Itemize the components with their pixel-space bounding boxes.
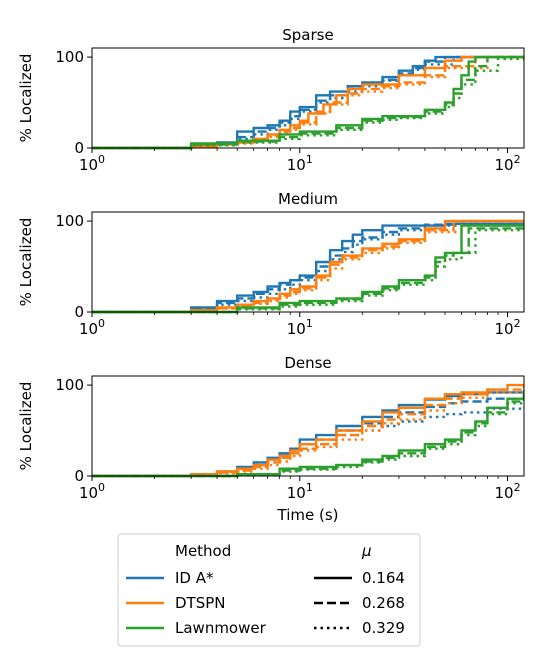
series-line-dtspn-solid (92, 219, 524, 314)
x-tick-label: 102 (495, 153, 521, 174)
y-tick-label: 100 (55, 48, 84, 66)
series-line-dtspn-dotted (92, 55, 524, 150)
axes-frame (91, 375, 525, 477)
x-tick-label: 100 (79, 153, 105, 174)
y-tick-label: 0 (74, 139, 84, 157)
panel-title: Dense (284, 354, 331, 372)
panel-title: Medium (278, 190, 338, 208)
series-line-lawnmower-dotted (92, 396, 524, 478)
legend-label-mu-0164: 0.164 (362, 569, 405, 587)
legend-frame (117, 533, 421, 647)
legend-label-mu-0268: 0.268 (362, 594, 405, 612)
series-line-dtspn-dashed (92, 385, 524, 478)
x-tick-label: 101 (287, 153, 313, 174)
series-group-dense (92, 383, 524, 478)
x-tick-label: 100 (79, 481, 105, 502)
legend-label-dtspn: DTSPN (175, 594, 226, 612)
series-group-sparse (92, 55, 524, 150)
series-line-dtspn-dashed (92, 219, 524, 314)
x-axis-label: Time (s) (277, 506, 339, 524)
x-tick-label: 100 (79, 317, 105, 338)
y-axis-label: % Localized (17, 382, 35, 471)
series-line-lawnmower-solid (92, 389, 524, 478)
x-tick-label: 101 (287, 317, 313, 338)
series-line-ida-dotted (92, 406, 524, 478)
series-line-dtspn-dotted (92, 386, 524, 478)
series-line-ida-dashed (92, 397, 524, 478)
series-line-lawnmower-solid (92, 224, 524, 314)
legend-label-mu-0329: 0.329 (362, 619, 405, 637)
y-axis-label: % Localized (17, 218, 35, 307)
series-line-lawnmower-dashed (92, 223, 524, 314)
x-tick-label: 102 (495, 317, 521, 338)
series-group-medium (92, 219, 524, 314)
y-tick-label: 0 (74, 467, 84, 485)
axes-frame (91, 47, 525, 149)
series-line-ida-solid (92, 391, 524, 478)
legend-mu-title: μ (361, 542, 372, 560)
series-line-lawnmower-dotted (92, 57, 524, 150)
legend-label-ida: ID A* (175, 569, 214, 587)
series-line-ida-dotted (92, 223, 524, 314)
x-tick-label: 101 (287, 481, 313, 502)
legend-label-lawnmower: Lawnmower (175, 619, 267, 637)
axes-frame (91, 211, 525, 313)
series-line-lawnmower-dotted (92, 222, 524, 314)
y-tick-label: 100 (55, 376, 84, 394)
x-tick-label: 102 (495, 481, 521, 502)
series-line-lawnmower-dashed (92, 394, 524, 478)
y-tick-label: 100 (55, 212, 84, 230)
y-tick-label: 0 (74, 303, 84, 321)
legend-method-title: Method (175, 542, 231, 560)
legend: Method μ ID A* DTSPN Lawnmower 0.164 0.2… (117, 533, 421, 647)
series-line-ida-solid (92, 222, 524, 314)
y-axis-label: % Localized (17, 54, 35, 143)
series-line-dtspn-dotted (92, 219, 524, 314)
series-line-ida-dashed (92, 223, 524, 314)
panel-title: Sparse (282, 26, 333, 44)
